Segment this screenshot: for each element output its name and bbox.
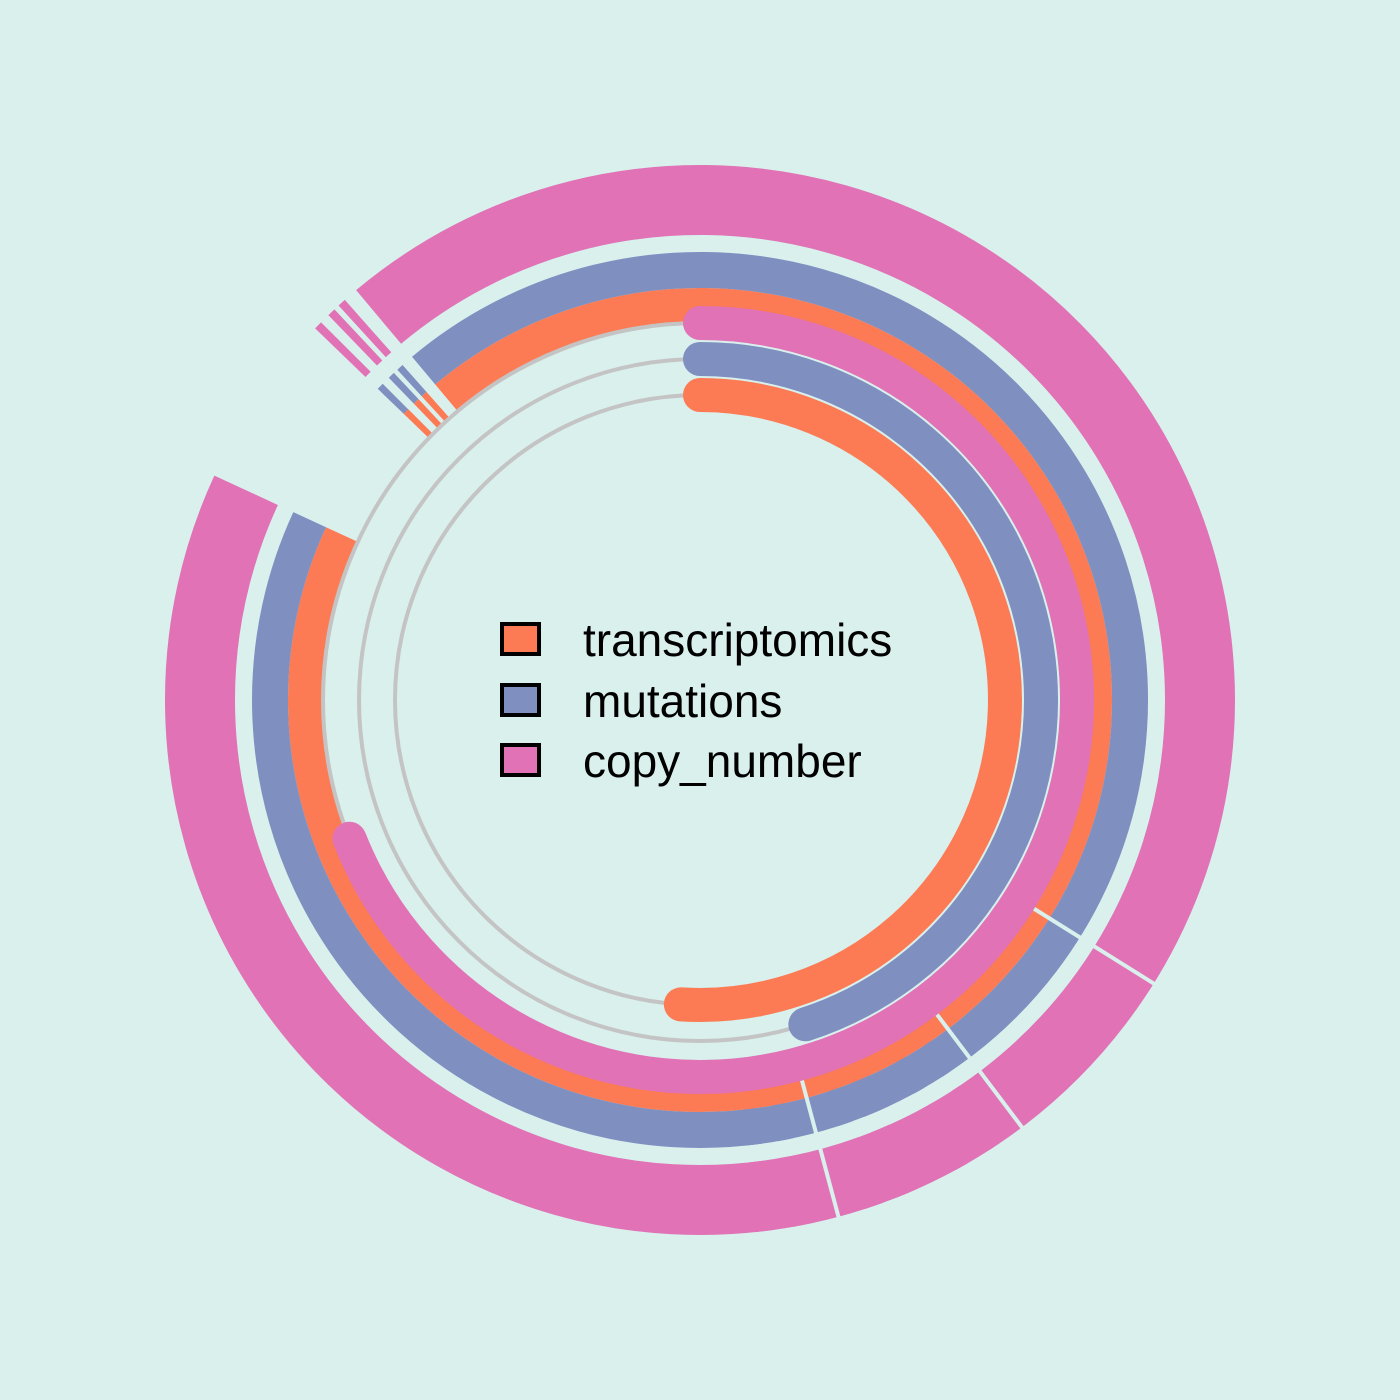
legend-swatch-copy-number — [500, 743, 541, 777]
outer-ring-fragment — [780, 1154, 812, 1227]
outer-ring-fragment — [870, 1124, 918, 1198]
legend-label-transcriptomics: transcriptomics — [583, 614, 892, 666]
radial-bar-copy-number — [332, 306, 1094, 1094]
ring-divider — [922, 995, 1027, 1133]
outer-ring-fragment — [850, 1076, 883, 1117]
outer-ring-tracks — [165, 165, 1235, 1236]
outer-ring-fragment — [338, 299, 392, 358]
radial-bar-transcriptomics — [663, 378, 1022, 1022]
legend: transcriptomics mutations copy_number — [500, 614, 892, 787]
outer-ring-fragment — [388, 372, 419, 404]
outer-ring-fragment — [743, 1107, 763, 1146]
ring-divider — [240, 412, 386, 505]
outer-ring-fragment — [397, 364, 427, 397]
radial-bar-mutations — [683, 342, 1058, 1042]
outer-ring-fragment — [843, 1136, 883, 1209]
outer-ring-fragment — [315, 322, 371, 378]
outer-ring-fragment — [951, 1085, 1000, 1150]
outer-ring-fragment — [421, 391, 451, 423]
outer-ring-fragment — [403, 409, 434, 439]
ring-divider — [1014, 895, 1160, 988]
ring-divider — [794, 1058, 842, 1223]
outer-ring-fragment — [748, 1160, 775, 1233]
outer-ring-fragment — [771, 1102, 794, 1142]
legend-swatch-mutations — [500, 683, 541, 717]
legend-swatch-transcriptomics — [500, 622, 541, 656]
legend-label-mutations: mutations — [583, 675, 782, 727]
outer-ring-fragment — [827, 1087, 854, 1127]
ring-divider — [231, 428, 379, 516]
outer-ring-fragment — [896, 1056, 925, 1094]
ring-divider — [222, 444, 373, 528]
outer-ring-copy-number — [165, 165, 1235, 1236]
radial-bars — [332, 306, 1094, 1094]
legend-label-copy-number: copy_number — [583, 735, 862, 787]
outer-ring-fragment — [413, 399, 444, 430]
outer-ring-fragment — [328, 309, 383, 366]
outer-ring-fragment — [377, 383, 409, 414]
outer-ring-fragment — [923, 1041, 951, 1077]
outer-ring-mutations — [252, 252, 1148, 1148]
outer-ring-fragment — [921, 1102, 968, 1171]
